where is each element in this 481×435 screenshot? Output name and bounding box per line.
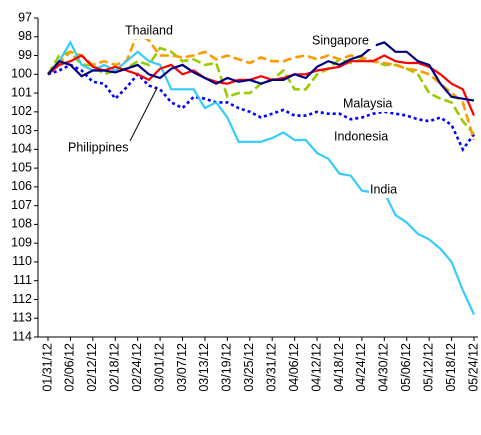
series-line (46, 46, 475, 136)
y-tick-label: 114 (12, 329, 32, 343)
y-tick-label: 105 (11, 160, 32, 174)
x-tick-label: 05/18/12 (444, 343, 458, 392)
y-tick-label: 109 (11, 235, 32, 249)
label-bg (67, 140, 147, 156)
label-bg (369, 182, 405, 198)
x-tick-label: 03/01/12 (152, 343, 166, 392)
label-bg (342, 96, 400, 112)
x-tick-label: 03/13/12 (197, 343, 211, 392)
x-tick-label: 05/06/12 (399, 343, 413, 392)
y-tick-label: 98 (18, 29, 32, 43)
x-tick-label: 01/31/12 (40, 343, 54, 392)
leader-line (129, 87, 158, 142)
label-bg (311, 33, 376, 49)
y-tick-label: 110 (12, 254, 32, 268)
x-tick-label: 04/06/12 (287, 343, 301, 392)
x-tick-label: 04/12/12 (309, 343, 323, 392)
y-tick-label: 99 (18, 48, 32, 62)
label-bg (124, 23, 182, 39)
x-tick-label: 03/19/12 (220, 343, 234, 392)
x-tick-label: 05/12/12 (421, 343, 435, 392)
x-tick-label: 04/30/12 (377, 343, 391, 392)
x-tick-label: 02/24/12 (130, 343, 144, 392)
series-label: India (370, 182, 397, 196)
label-bg (333, 129, 398, 145)
y-tick-label: 103 (11, 123, 32, 137)
series-label: Thailand (125, 23, 173, 37)
y-tick-label: 113 (12, 311, 32, 325)
series-label: Malaysia (343, 96, 392, 110)
y-tick-label: 111 (13, 273, 32, 287)
y-tick-label: 102 (11, 104, 32, 118)
series-line (47, 41, 475, 102)
y-tick-label: 97 (18, 10, 32, 24)
y-tick-label: 106 (11, 179, 32, 193)
y-tick-label: 100 (11, 67, 32, 81)
x-tick-label: 02/06/12 (63, 343, 77, 392)
x-tick-label: 03/25/12 (242, 343, 256, 392)
x-tick-label: 05/24/12 (466, 343, 480, 392)
x-tick-label: 04/24/12 (354, 343, 368, 392)
x-tick-label: 03/07/12 (175, 343, 189, 392)
x-tick-label: 03/31/12 (265, 343, 279, 392)
series-line (47, 31, 476, 141)
series-line (47, 63, 476, 152)
series-label: Philippines (68, 140, 128, 154)
series-line (47, 54, 476, 117)
series-label: Indonesia (334, 129, 388, 143)
series-label: Singapore (312, 33, 369, 47)
x-tick-label: 04/18/12 (332, 343, 346, 392)
y-tick-label: 108 (11, 217, 32, 231)
y-tick-label: 112 (12, 292, 32, 306)
y-tick-label: 101 (11, 85, 32, 99)
x-tick-label: 02/18/12 (108, 343, 122, 392)
y-tick-label: 107 (11, 198, 32, 212)
y-tick-label: 104 (11, 142, 32, 156)
x-tick-label: 02/12/12 (85, 343, 99, 392)
